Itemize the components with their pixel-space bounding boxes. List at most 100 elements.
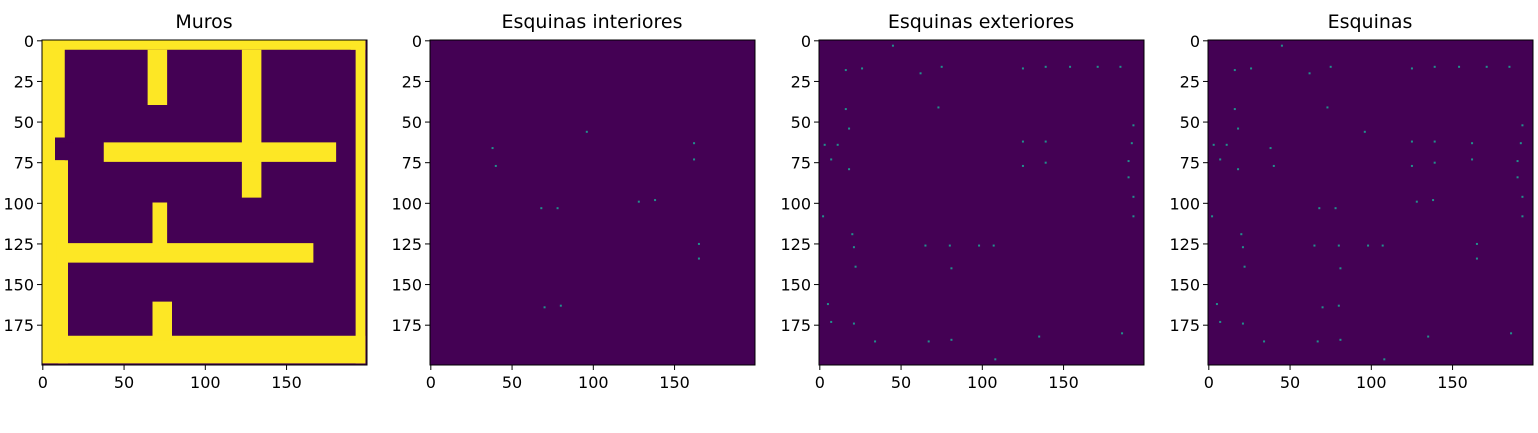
corner-point — [540, 207, 543, 210]
ticks-layer: 0 50 100 150 0 25 50 75 100 125 150 175 — [3, 32, 301, 392]
y-tick-label: 25 — [402, 72, 422, 91]
corner-point — [1337, 304, 1340, 307]
corner-point — [1381, 244, 1384, 247]
corner-point — [1219, 158, 1222, 161]
wall-segment — [355, 40, 366, 364]
corner-point — [1471, 158, 1474, 161]
wall-segment — [152, 301, 172, 341]
corner-point — [494, 164, 497, 167]
x-tick-label: 0 — [426, 373, 436, 392]
x-tick-label: 0 — [815, 373, 825, 392]
y-tick-label: 25 — [14, 72, 34, 91]
corner-point — [1021, 140, 1024, 143]
corner-point — [1280, 44, 1283, 47]
corner-point — [1410, 67, 1413, 70]
corner-point — [927, 340, 930, 343]
corner-point — [654, 199, 657, 202]
y-tick-label: 50 — [14, 113, 34, 132]
x-tick-label: 100 — [1356, 373, 1387, 392]
corner-point — [1326, 106, 1329, 109]
marks-layer — [42, 40, 366, 364]
corner-point — [1313, 244, 1316, 247]
corner-point — [1132, 215, 1135, 218]
corner-point — [1508, 65, 1511, 68]
panel-muros: Muros 0 50 100 150 0 25 50 75 100 125 150 175 — [3, 11, 368, 392]
y-tick-label: 175 — [391, 316, 422, 335]
corner-point — [1510, 332, 1513, 335]
corner-point — [1339, 267, 1342, 270]
corner-point — [1318, 207, 1321, 210]
corner-point — [1433, 161, 1436, 164]
axes-frame — [1207, 39, 1534, 366]
corner-point — [1367, 244, 1370, 247]
y-tick-label: 25 — [791, 72, 811, 91]
corner-point — [992, 244, 995, 247]
corner-point — [1383, 358, 1386, 361]
corner-point — [1241, 246, 1244, 249]
corner-point — [1219, 320, 1222, 323]
corner-point — [543, 306, 546, 309]
corner-point — [1240, 233, 1243, 236]
corner-point — [852, 322, 855, 325]
wall-segment — [350, 40, 366, 50]
y-tick-label: 125 — [3, 235, 34, 254]
panel-esquinas: Esquinas 0 50 100 150 0 25 50 75 100 125 150 175 — [1169, 11, 1534, 392]
corner-point — [697, 242, 700, 245]
corner-point — [1410, 164, 1413, 167]
corner-point — [1433, 65, 1436, 68]
wall-segment — [241, 49, 262, 198]
y-tick-label: 50 — [1180, 113, 1200, 132]
corner-point — [1321, 306, 1324, 309]
corner-point — [637, 200, 640, 203]
corner-point — [1021, 164, 1024, 167]
corner-point — [924, 244, 927, 247]
corner-point — [950, 267, 953, 270]
corner-point — [823, 143, 826, 146]
corner-point — [854, 265, 857, 268]
x-tick-label: 150 — [1048, 373, 1079, 392]
corner-point — [851, 233, 854, 236]
corner-point — [693, 142, 696, 145]
corner-point — [1243, 265, 1246, 268]
y-tick-label: 50 — [402, 113, 422, 132]
corner-point — [1233, 108, 1236, 111]
wall-segment — [55, 98, 65, 138]
corner-point — [1316, 340, 1319, 343]
corner-point — [830, 320, 833, 323]
x-tick-label: 150 — [1437, 373, 1468, 392]
y-tick-label: 150 — [3, 276, 34, 295]
corner-point — [1334, 207, 1337, 210]
corner-point — [1212, 143, 1215, 146]
corner-point — [1337, 244, 1340, 247]
corner-point — [1475, 257, 1478, 260]
corner-point — [1225, 143, 1228, 146]
corner-point — [1044, 140, 1047, 143]
panel-esquinas-exteriores: Esquinas exteriores 0 50 100 150 0 25 50 75 100 1… — [780, 11, 1145, 392]
y-tick-label: 0 — [412, 32, 422, 51]
corner-point — [1132, 195, 1135, 198]
corner-point — [1521, 215, 1524, 218]
corner-point — [1415, 200, 1418, 203]
x-tick-label: 100 — [190, 373, 221, 392]
corner-point — [919, 72, 922, 75]
panel-title: Muros — [175, 11, 232, 33]
plot-background — [42, 40, 367, 365]
corner-point — [1410, 140, 1413, 143]
x-tick-label: 50 — [1280, 373, 1300, 392]
y-tick-label: 175 — [780, 316, 811, 335]
corner-point — [844, 69, 847, 72]
panel-title: Esquinas exteriores — [888, 11, 1074, 33]
corner-point — [844, 108, 847, 111]
y-tick-label: 125 — [391, 235, 422, 254]
x-tick-label: 50 — [502, 373, 522, 392]
corner-point — [1432, 199, 1435, 202]
corner-point — [1521, 195, 1524, 198]
ticks-layer: 0 50 100 150 0 25 50 75 100 125 150 175 — [391, 32, 689, 392]
axes-frame — [429, 39, 756, 366]
corner-point — [697, 257, 700, 260]
corner-point — [994, 358, 997, 361]
corner-point — [937, 106, 940, 109]
corner-point — [1038, 335, 1041, 338]
x-tick-label: 100 — [578, 373, 609, 392]
corner-point — [891, 44, 894, 47]
